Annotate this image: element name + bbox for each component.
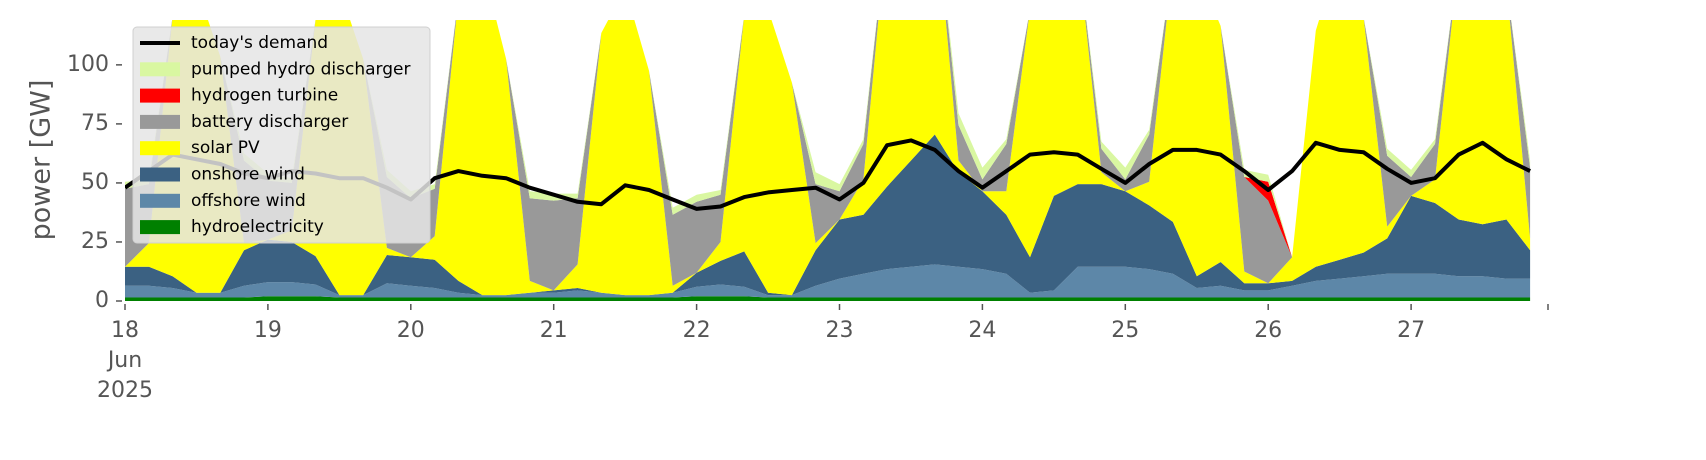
y-tick-label: 75: [81, 111, 109, 136]
x-tick-label: 23: [825, 318, 854, 343]
x-tick-label: 24: [968, 318, 997, 343]
x-tick-label: 20: [396, 318, 425, 343]
area: [125, 134, 1531, 296]
y-axis-label: power [GW]: [26, 80, 57, 241]
y-tick-label: 100: [67, 52, 109, 77]
area: [125, 20, 1531, 296]
area: [125, 264, 1531, 298]
legend-label: onshore wind: [191, 165, 305, 185]
area: [125, 296, 1531, 301]
legend-label: battery discharger: [191, 112, 348, 132]
x-tick-label: 19: [253, 318, 282, 343]
x-tick-label: 25: [1111, 318, 1140, 343]
legend-swatch: [140, 62, 180, 77]
legend-swatch: [140, 114, 180, 129]
legend-swatch: [140, 141, 180, 156]
legend-swatch: [140, 167, 180, 182]
x-tick-label: 27: [1397, 318, 1426, 343]
legend-label: solar PV: [191, 138, 260, 158]
legend-box: [132, 26, 431, 244]
x-tick-label: 18 Jun 2025: [97, 318, 153, 403]
legend-label: today's demand: [191, 33, 328, 53]
x-tick-label: 22: [682, 318, 711, 343]
x-tick-label: 21: [539, 318, 568, 343]
legend-label: hydrogen turbine: [191, 86, 338, 106]
y-tick-label: 50: [81, 170, 109, 195]
legend-label: pumped hydro discharger: [191, 59, 410, 79]
y-tick-label: 25: [81, 229, 109, 254]
legend-label: offshore wind: [191, 191, 306, 211]
legend-swatch: [140, 220, 180, 235]
y-tick-label: 0: [95, 288, 109, 313]
legend-label: hydroelectricity: [191, 217, 324, 237]
legend-swatch: [140, 88, 180, 103]
x-tick-label: 26: [1254, 318, 1283, 343]
legend-swatch: [140, 193, 180, 208]
